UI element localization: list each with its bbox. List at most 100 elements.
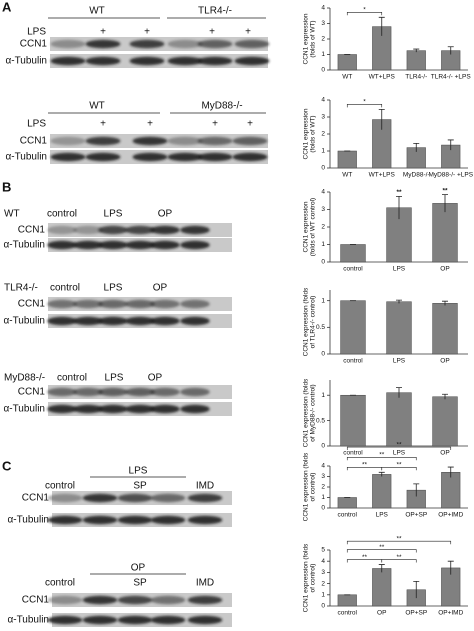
- bar: [386, 392, 412, 447]
- x-tick-label: TLR4-/- +LPS: [431, 74, 472, 81]
- x-tick-label: MyD88-/-: [403, 172, 430, 179]
- panel-letter: B: [2, 179, 11, 194]
- significance-label: **: [396, 441, 402, 448]
- blot-band: [50, 56, 86, 66]
- y-tick-label: 4: [321, 97, 325, 104]
- y-tick-label: 4: [321, 558, 325, 565]
- bar: [372, 474, 392, 509]
- blot-band: [98, 387, 128, 397]
- blot-band: [180, 225, 210, 235]
- blot-band: [98, 404, 128, 414]
- blot-band: [82, 615, 118, 625]
- bar-annotation: **: [442, 187, 448, 194]
- lane-label: SP: [133, 578, 147, 589]
- row-label: CCN1: [22, 595, 50, 606]
- blot-band: [73, 387, 103, 397]
- blot-band: [167, 136, 203, 146]
- blot-header: WT: [89, 101, 105, 112]
- significance-bracket: [381, 559, 417, 563]
- y-tick-label: 2: [321, 580, 325, 587]
- lane-label: OP: [153, 283, 168, 294]
- bar: [340, 244, 366, 263]
- blot-band: [50, 152, 86, 162]
- y-axis-label: CCN1 expression (folds: [303, 378, 310, 447]
- blot-band: [47, 404, 77, 414]
- blot-band: [47, 615, 83, 625]
- bar: [340, 300, 366, 355]
- error-bar: [413, 580, 420, 599]
- x-tick-label: OP+SP: [405, 610, 427, 617]
- blot-band: [47, 493, 83, 503]
- x-tick-label: OP+IMD: [438, 610, 463, 617]
- blot-band: [150, 493, 186, 503]
- row-label: CCN1: [20, 136, 48, 147]
- error-bar: [442, 300, 448, 306]
- x-tick-label: control: [337, 610, 357, 617]
- lane-label: OP: [158, 209, 173, 220]
- x-tick-label: OP: [440, 450, 449, 457]
- y-axis-label: CCN1 expression (folds: [303, 287, 310, 356]
- row-label: α-Tubulin: [3, 316, 45, 327]
- blot-header: MyD88-/-: [201, 101, 242, 112]
- blot-header: WT: [89, 6, 105, 17]
- lane-label: LPS: [105, 373, 124, 384]
- panel-letter: A: [2, 0, 12, 14]
- y-tick-label: 0.5: [316, 324, 325, 331]
- blot-band: [47, 515, 83, 525]
- bar: [337, 594, 357, 607]
- y-tick-label: 0: [321, 443, 325, 450]
- blot-band: [47, 387, 77, 397]
- error-bar: [447, 139, 454, 151]
- y-axis-label: of control): [310, 564, 317, 593]
- blot-band: [150, 387, 180, 397]
- error-bar: [442, 194, 448, 213]
- blot-header: TLR4-/-: [4, 283, 38, 294]
- y-tick-label: 0: [321, 165, 325, 172]
- blot-band: [82, 595, 118, 605]
- treatment-label: LPS: [27, 27, 46, 38]
- significance-label: **: [362, 462, 368, 469]
- y-tick-label: 2: [321, 484, 325, 491]
- lane-mark: +: [147, 119, 153, 130]
- error-bar: [396, 195, 402, 220]
- error-bar: [378, 564, 385, 573]
- blot-band: [125, 299, 155, 309]
- row-label: α-Tubulin: [3, 404, 45, 415]
- blot-header: OP: [131, 563, 146, 574]
- blot-band: [187, 595, 223, 605]
- blot-band: [180, 240, 210, 250]
- error-bar: [378, 471, 385, 477]
- lane-mark: +: [209, 27, 215, 38]
- blot-band: [47, 225, 77, 235]
- significance-bracket: [346, 457, 417, 461]
- blot-band: [197, 39, 233, 49]
- y-tick-label: 3: [321, 20, 325, 27]
- blot-band: [167, 152, 203, 162]
- blot-band: [117, 615, 153, 625]
- panel-letter: C: [2, 458, 12, 473]
- lane-label: SP: [133, 481, 147, 492]
- row-label: α-Tubulin: [7, 615, 49, 626]
- blot-band: [125, 240, 155, 250]
- blot-band: [187, 615, 223, 625]
- y-axis-label: CCN1 expression (folds: [303, 543, 310, 612]
- significance-bracket: [346, 446, 452, 451]
- blot-band: [85, 152, 121, 162]
- x-tick-label: WT+LPS: [369, 172, 396, 179]
- blot-band: [150, 515, 186, 525]
- blot-band: [98, 316, 128, 326]
- error-bar: [442, 393, 448, 400]
- blot-band: [85, 56, 121, 66]
- blot-band: [98, 240, 128, 250]
- blot-band: [180, 387, 210, 397]
- y-tick-label: 4: [321, 189, 325, 196]
- bar: [441, 472, 461, 509]
- lane-mark: +: [144, 27, 150, 38]
- row-label: α-Tubulin: [5, 152, 47, 163]
- bar: [432, 203, 458, 263]
- y-tick-label: 3: [321, 473, 325, 480]
- blot-band: [73, 225, 103, 235]
- significance-bracket: [381, 467, 417, 471]
- blot-band: [150, 299, 180, 309]
